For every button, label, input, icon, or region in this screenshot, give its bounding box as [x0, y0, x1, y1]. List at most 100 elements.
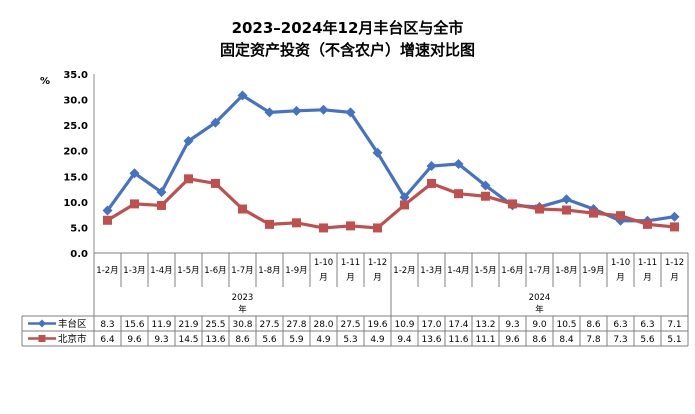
data-point: [372, 147, 383, 158]
table-value: 11.1: [475, 335, 495, 345]
table-value: 9.6: [127, 335, 142, 345]
data-point: [508, 199, 517, 209]
table-value: 4.9: [370, 335, 385, 345]
x-tick-label: 1-11: [638, 258, 657, 268]
data-point: [129, 168, 140, 179]
y-tick-label: 25.0: [63, 121, 88, 132]
x-tick-label: 1-10: [314, 258, 333, 268]
x-tick-label: 1-12: [368, 258, 387, 268]
chart-subtitle: 固定资产投资（不含农户）增速对比图: [219, 41, 475, 59]
data-point: [535, 204, 544, 214]
x-tick-label: 1-9月: [285, 266, 307, 276]
table-value: 7.3: [613, 335, 627, 345]
y-tick-label: 0.0: [70, 249, 88, 260]
x-tick-label: 1-8月: [555, 266, 577, 276]
table-value: 13.6: [421, 335, 441, 345]
x-tick-label: 1-5月: [177, 266, 199, 276]
x-tick-label: 1-10: [611, 258, 630, 268]
data-point: [399, 192, 410, 203]
x-tick-label: 1-7月: [231, 266, 253, 276]
data-point: [589, 208, 598, 218]
x-tick-label: 月: [319, 273, 328, 283]
legend-key-marker: [38, 319, 46, 328]
x-tick-label: 月: [373, 273, 382, 283]
table-value: 14.5: [178, 335, 198, 345]
table-value: 27.5: [340, 320, 360, 330]
x-tick-label: 1-5月: [474, 266, 496, 276]
x-tick-label: 1-8月: [258, 266, 280, 276]
x-tick-label: 1-4月: [447, 266, 469, 276]
table-value: 9.4: [397, 335, 412, 345]
y-tick-label: 5.0: [70, 223, 88, 234]
x-tick-label: 月: [616, 273, 625, 283]
table-value: 7.1: [667, 320, 681, 330]
data-point: [264, 107, 275, 118]
table-value: 5.9: [289, 335, 304, 345]
x-tick-label: 1-9月: [582, 266, 604, 276]
data-point: [156, 187, 167, 198]
table-value: 13.6: [205, 335, 225, 345]
table-value: 10.5: [556, 320, 576, 330]
x-tick-label: 月: [346, 273, 355, 283]
table-value: 15.6: [124, 320, 144, 330]
table-value: 8.6: [532, 335, 547, 345]
table-value: 9.6: [505, 335, 520, 345]
y-axis-label: %: [40, 76, 50, 87]
data-point: [237, 90, 248, 101]
data-point: [210, 117, 221, 128]
table-value: 8.3: [100, 320, 114, 330]
data-point: [318, 104, 329, 115]
data-point: [130, 199, 139, 209]
data-point: [426, 161, 437, 172]
data-point: [292, 218, 301, 228]
x-tick-label: 1-3月: [123, 266, 145, 276]
data-point: [400, 200, 409, 210]
legend-label: 丰台区: [58, 318, 87, 330]
data-point: [670, 222, 679, 232]
data-point: [616, 211, 625, 221]
data-point: [481, 191, 490, 201]
series-line: [106, 93, 675, 223]
table-value: 5.3: [343, 335, 357, 345]
data-point: [453, 159, 464, 170]
x-tick-label: 1-11: [341, 258, 360, 268]
data-point: [454, 189, 463, 199]
x-tick-label: 月: [670, 273, 679, 283]
table-value: 19.6: [367, 320, 387, 330]
x-tick-label: 1-6月: [501, 266, 523, 276]
table-value: 8.4: [559, 335, 574, 345]
table-value: 7.8: [586, 335, 601, 345]
table-value: 6.4: [100, 335, 115, 345]
data-point: [480, 180, 491, 191]
year-label: 2023: [232, 293, 254, 303]
table-value: 10.9: [394, 320, 414, 330]
y-tick-label: 35.0: [63, 70, 88, 81]
data-point: [319, 223, 328, 233]
data-point: [265, 219, 274, 229]
table-value: 4.9: [316, 335, 331, 345]
y-tick-label: 20.0: [63, 147, 88, 158]
data-point: [561, 194, 572, 205]
y-tick-label: 15.0: [63, 172, 88, 183]
series-line: [106, 177, 675, 230]
data-point: [291, 105, 302, 116]
x-tick-label: 1-6月: [204, 266, 226, 276]
data-point: [211, 178, 220, 188]
y-tick-label: 10.0: [63, 198, 88, 209]
table-value: 27.5: [259, 320, 279, 330]
year-label: 2024: [529, 293, 551, 303]
table-value: 27.8: [286, 320, 306, 330]
table-value: 21.9: [178, 320, 198, 330]
data-point: [427, 178, 436, 188]
data-point: [157, 200, 166, 210]
table-value: 17.0: [421, 320, 441, 330]
table-value: 9.3: [505, 320, 519, 330]
table-value: 8.6: [235, 335, 250, 345]
data-point: [345, 107, 356, 118]
data-point: [102, 205, 113, 216]
data-point: [184, 174, 193, 184]
x-tick-label: 1-7月: [528, 266, 550, 276]
data-point: [562, 205, 571, 215]
table-value: 9.0: [532, 320, 547, 330]
